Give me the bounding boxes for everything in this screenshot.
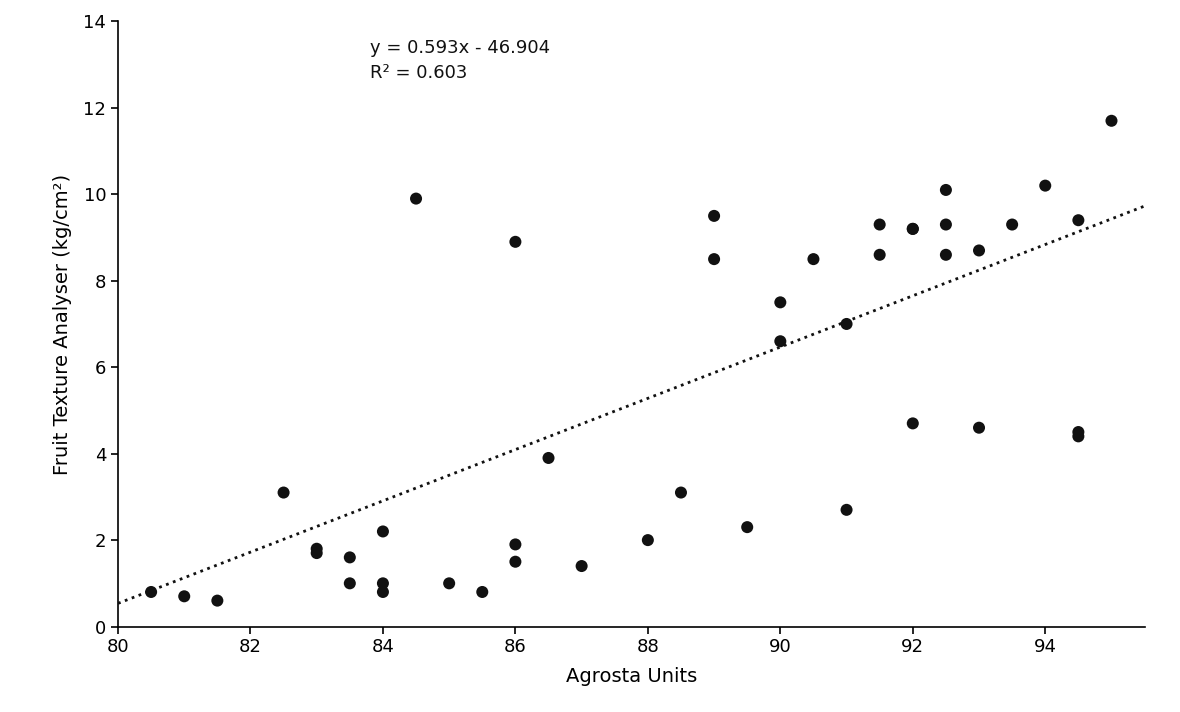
Point — [1102, 115, 1121, 127]
Point — [274, 487, 293, 498]
Point — [208, 595, 227, 607]
Point — [937, 249, 956, 261]
Point — [539, 452, 558, 464]
Point — [870, 249, 889, 261]
Point — [572, 560, 591, 572]
Point — [904, 223, 923, 234]
Point — [837, 318, 856, 330]
Point — [937, 184, 956, 196]
Point — [340, 577, 359, 589]
Point — [970, 422, 989, 434]
Point — [407, 193, 426, 204]
Point — [175, 591, 194, 602]
Point — [771, 335, 789, 347]
Point — [738, 521, 756, 533]
Point — [870, 219, 889, 230]
Point — [1069, 214, 1088, 226]
Y-axis label: Fruit Texture Analyser (kg/cm²): Fruit Texture Analyser (kg/cm²) — [53, 174, 72, 474]
Point — [904, 418, 923, 429]
Point — [904, 223, 923, 234]
Point — [638, 535, 657, 546]
Point — [804, 253, 822, 265]
Point — [1069, 431, 1088, 442]
Text: y = 0.593x - 46.904
R² = 0.603: y = 0.593x - 46.904 R² = 0.603 — [369, 38, 550, 82]
Point — [704, 210, 723, 221]
Point — [374, 577, 393, 589]
Point — [771, 297, 789, 308]
Point — [307, 543, 326, 555]
Point — [1069, 426, 1088, 438]
Point — [142, 586, 160, 597]
Point — [671, 487, 690, 498]
Point — [1036, 180, 1055, 192]
Point — [704, 253, 723, 265]
Point — [374, 586, 393, 597]
Point — [837, 504, 856, 515]
Point — [970, 245, 989, 256]
Point — [506, 556, 525, 567]
Point — [937, 219, 956, 230]
Point — [307, 548, 326, 559]
Point — [473, 586, 492, 597]
X-axis label: Agrosta Units: Agrosta Units — [565, 667, 697, 686]
Point — [1003, 219, 1022, 230]
Point — [506, 539, 525, 550]
Point — [340, 552, 359, 563]
Point — [374, 525, 393, 537]
Point — [506, 236, 525, 248]
Point — [440, 577, 459, 589]
